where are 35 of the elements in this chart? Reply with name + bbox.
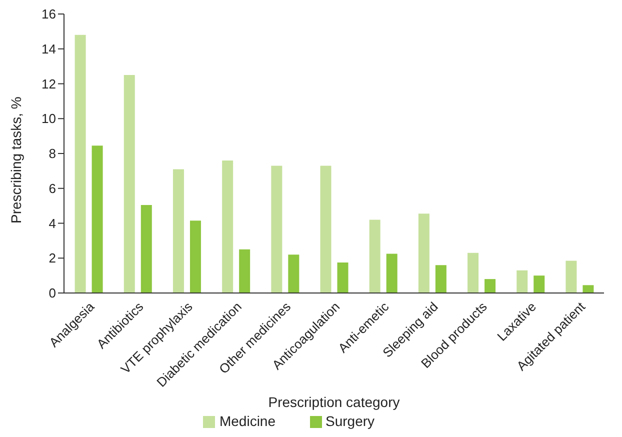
bar (582, 285, 594, 293)
y-tick-label: 8 (48, 146, 56, 162)
bar (172, 169, 184, 293)
y-tick-label: 2 (48, 250, 56, 266)
bar (92, 146, 103, 293)
bar (222, 160, 234, 293)
bar (534, 276, 545, 293)
y-axis-title: Prescribing tasks, % (8, 96, 24, 224)
bar (566, 260, 577, 293)
bar (337, 262, 348, 293)
bar (288, 254, 300, 293)
y-tick-label: 16 (42, 6, 56, 22)
bar (418, 214, 430, 293)
legend-label: Surgery (326, 413, 375, 429)
bar (386, 254, 398, 293)
bar (140, 204, 152, 293)
bar (516, 270, 528, 293)
x-axis-title: Prescription category (268, 394, 400, 410)
bar (124, 75, 135, 293)
bar (369, 220, 380, 293)
bar (435, 265, 446, 293)
bar (320, 166, 332, 293)
legend-label: Medicine (219, 413, 276, 429)
bar (484, 279, 496, 293)
y-tick-label: 6 (48, 180, 56, 196)
y-tick-label: 10 (42, 111, 56, 126)
bar (190, 220, 201, 293)
y-tick-label: 4 (48, 216, 56, 231)
bar (239, 249, 250, 293)
y-tick-label: 0 (48, 286, 56, 301)
bar (74, 34, 86, 293)
y-tick-label: 12 (42, 76, 56, 92)
bar (468, 252, 479, 293)
y-tick-label: 14 (42, 41, 56, 56)
bar (271, 166, 282, 293)
